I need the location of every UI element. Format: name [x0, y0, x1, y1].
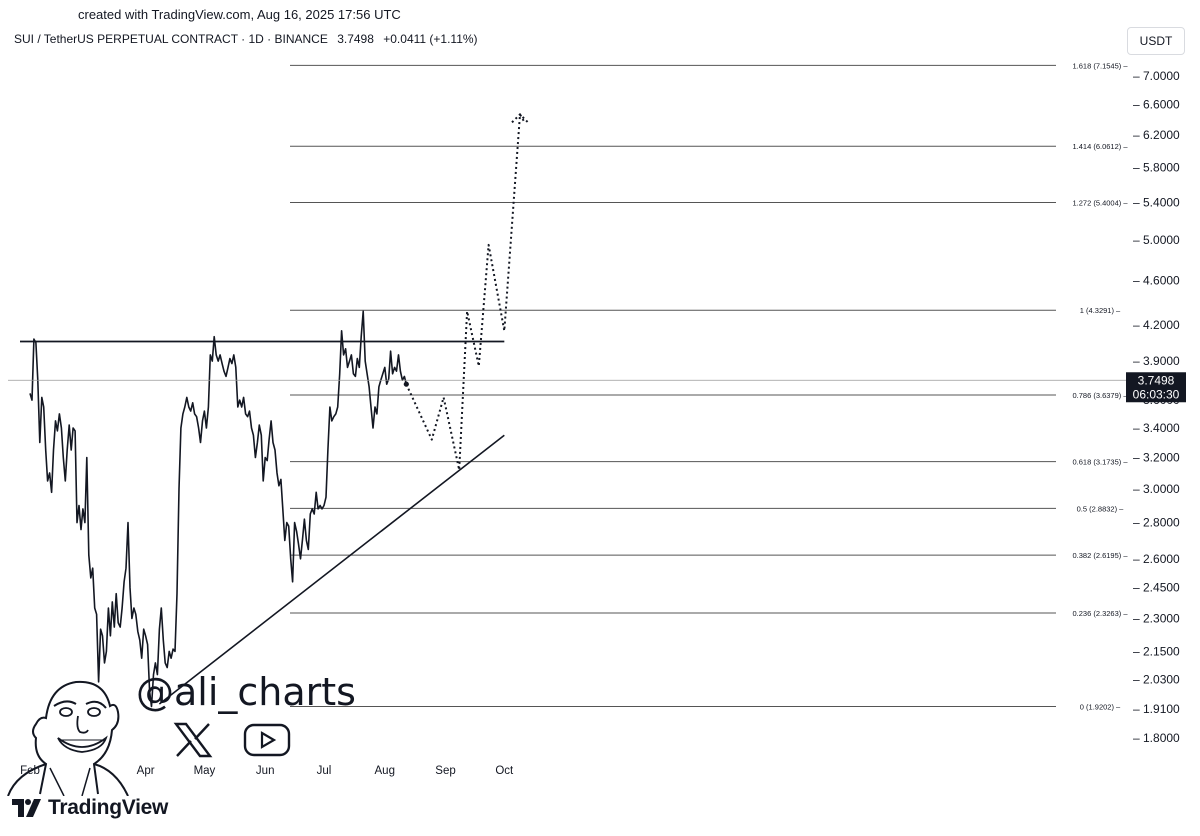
- projection-arrowhead: [511, 112, 529, 124]
- y-tick-label: – 3.9000: [1133, 354, 1180, 368]
- x-tick-label: May: [194, 765, 216, 777]
- fib-level-label: 0.786 (3.6379) –: [1072, 391, 1128, 400]
- y-tick-label: – 2.4500: [1133, 581, 1180, 595]
- fib-level-label: 0 (1.9202) –: [1080, 702, 1121, 711]
- fib-level-label: 1.272 (5.4004) –: [1072, 198, 1128, 207]
- projection-path: [405, 113, 525, 471]
- fib-level-label: 0.382 (2.6195) –: [1072, 551, 1128, 560]
- x-tick-label: Aug: [375, 765, 395, 777]
- y-tick-label: – 3.4000: [1133, 421, 1180, 435]
- youtube-play-icon[interactable]: [242, 720, 292, 760]
- ascending-trendline: [158, 434, 505, 705]
- price-line: [29, 310, 408, 708]
- price-marker-countdown: 06:03:30: [1133, 387, 1180, 401]
- y-tick-label: – 4.2000: [1133, 318, 1180, 332]
- y-tick-label: – 2.3000: [1133, 612, 1180, 626]
- symbol-legend[interactable]: SUI / TetherUS PERPETUAL CONTRACT · 1D ·…: [14, 32, 478, 46]
- y-tick-label: – 4.6000: [1133, 274, 1180, 288]
- y-tick-label: – 5.8000: [1133, 161, 1180, 175]
- tradingview-logo-text: TradingView: [48, 796, 169, 819]
- y-tick-label: – 2.0300: [1133, 672, 1180, 686]
- fib-level-label: 1.414 (6.0612) –: [1072, 142, 1128, 151]
- x-tick-label: Sep: [435, 765, 455, 777]
- y-tick-label: – 2.6000: [1133, 552, 1180, 566]
- x-tick-label: Oct: [495, 765, 514, 777]
- y-tick-label: – 3.2000: [1133, 451, 1180, 465]
- y-tick-label: – 7.0000: [1133, 69, 1180, 83]
- chart-created-caption: created with TradingView.com, Aug 16, 20…: [78, 7, 401, 22]
- fib-level-label: 0.618 (3.1735) –: [1072, 458, 1128, 467]
- tradingview-logo-icon: [12, 799, 41, 817]
- fib-level-label: 1 (4.3291) –: [1080, 306, 1121, 315]
- fib-level-label: 0.236 (2.3263) –: [1072, 609, 1128, 618]
- tradingview-logo[interactable]: TradingView: [12, 796, 168, 820]
- y-tick-label: – 2.8000: [1133, 516, 1180, 530]
- y-tick-label: – 3.0000: [1133, 482, 1180, 496]
- y-tick-label: – 6.2000: [1133, 128, 1180, 142]
- price-marker-box: [1126, 372, 1186, 403]
- y-tick-label: – 2.1500: [1133, 644, 1180, 658]
- x-tick-label: Jun: [256, 765, 275, 777]
- y-tick-label: – 1.8000: [1133, 731, 1180, 745]
- fib-level-label: 0.5 (2.8832) –: [1077, 504, 1125, 513]
- x-tick-label: Apr: [137, 765, 155, 777]
- avatar-caricature: [7, 680, 129, 796]
- x-logo-icon[interactable]: [172, 720, 214, 760]
- y-tick-label: – 5.0000: [1133, 233, 1180, 247]
- fib-level-label: 1.618 (7.1545) –: [1072, 61, 1128, 70]
- y-tick-label: – 1.9100: [1133, 702, 1180, 716]
- price-change: +0.0411 (+1.11%): [383, 32, 478, 46]
- last-price: 3.7498: [337, 32, 374, 46]
- currency-button[interactable]: USDT: [1127, 27, 1185, 55]
- y-tick-label: – 6.6000: [1133, 98, 1180, 112]
- x-tick-label: Jul: [317, 765, 332, 777]
- symbol-name: SUI / TetherUS PERPETUAL CONTRACT · 1D ·…: [14, 32, 328, 46]
- price-marker-price: 3.7498: [1138, 373, 1175, 387]
- y-tick-label: – 5.4000: [1133, 195, 1180, 209]
- author-handle: @ali_charts: [136, 670, 356, 714]
